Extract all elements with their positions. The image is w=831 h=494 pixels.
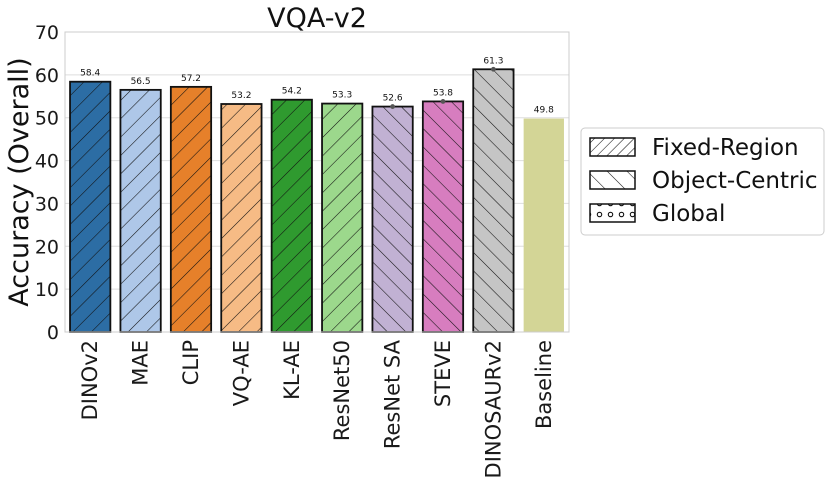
bar-baseline [523, 118, 564, 332]
x-tick-label: DINOSAURv2 [481, 340, 505, 478]
legend: Fixed-Region Object-Centric Global [580, 127, 825, 236]
legend-label: Global [652, 201, 725, 227]
bar-hatch [120, 89, 161, 332]
error-bar-marker [440, 99, 446, 104]
data-label: 52.6 [383, 94, 403, 104]
legend-swatch-outline [589, 170, 636, 190]
y-tick-label: 40 [35, 151, 59, 173]
bar-hatch [271, 99, 312, 332]
data-label: 53.8 [433, 88, 453, 98]
data-label: 54.2 [282, 87, 302, 97]
y-axis-label: Accuracy (Overall) [4, 57, 35, 306]
legend-swatch-hatch [590, 171, 635, 189]
data-label: 58.4 [80, 69, 100, 79]
legend-swatch-outline [589, 203, 636, 223]
x-tick-label: VQ-AE [229, 340, 253, 406]
y-axis: 0 10 20 30 40 50 60 70 [35, 22, 59, 344]
plot-border [64, 31, 570, 333]
y-tick-label: 0 [47, 322, 59, 344]
y-tick-label: 30 [35, 193, 59, 215]
x-tick-label: DINOv2 [78, 340, 102, 420]
y-tick-label: 20 [35, 236, 59, 258]
error-bar-marker [390, 104, 395, 109]
bar-hatch [221, 104, 262, 332]
data-label: 49.8 [534, 106, 554, 116]
y-tick-label: 50 [35, 108, 59, 130]
data-label: 53.2 [231, 91, 251, 101]
legend-swatch-hatch [590, 204, 635, 222]
data-label: 56.5 [131, 77, 151, 87]
bar-hatch [473, 69, 514, 333]
bar-hatch [372, 106, 413, 332]
legend-label: Fixed-Region [652, 135, 799, 161]
y-tick-label: 60 [35, 65, 59, 87]
x-tick-label: MAE [129, 340, 153, 386]
x-tick-label: ResNet50 [330, 340, 354, 441]
legend-swatch-hatch [590, 138, 635, 156]
bar-hatch [422, 101, 464, 332]
x-tick-label: ResNet SA [381, 339, 405, 449]
legend-box [580, 127, 825, 236]
x-tick-label: CLIP [179, 340, 203, 385]
x-tick-label: Baseline [532, 340, 556, 429]
bar-series: 58.4 56.5 57.2 53.2 54.2 53.3 52.6 53.8 61.3 49.8 [69, 56, 564, 333]
y-tick-label: 10 [35, 279, 59, 301]
error-bar-marker [491, 66, 496, 72]
legend-swatch-outline [589, 137, 636, 157]
bar-hatch [170, 86, 212, 332]
bar-hatch [322, 103, 363, 332]
bar-hatch [70, 81, 111, 332]
chart-title: VQA-v2 [267, 3, 367, 34]
x-tick-label: KL-AE [280, 340, 304, 400]
data-label: 61.3 [483, 56, 503, 66]
y-tick-label: 70 [35, 22, 59, 44]
data-label: 53.3 [332, 91, 352, 101]
x-tick-label: STEVE [431, 340, 455, 407]
legend-label: Object-Centric [652, 168, 818, 194]
x-axis: DINOv2 MAE CLIP VQ-AE KL-AE ResNet50 ResNet SA… [78, 339, 556, 478]
data-label: 57.2 [181, 74, 201, 84]
